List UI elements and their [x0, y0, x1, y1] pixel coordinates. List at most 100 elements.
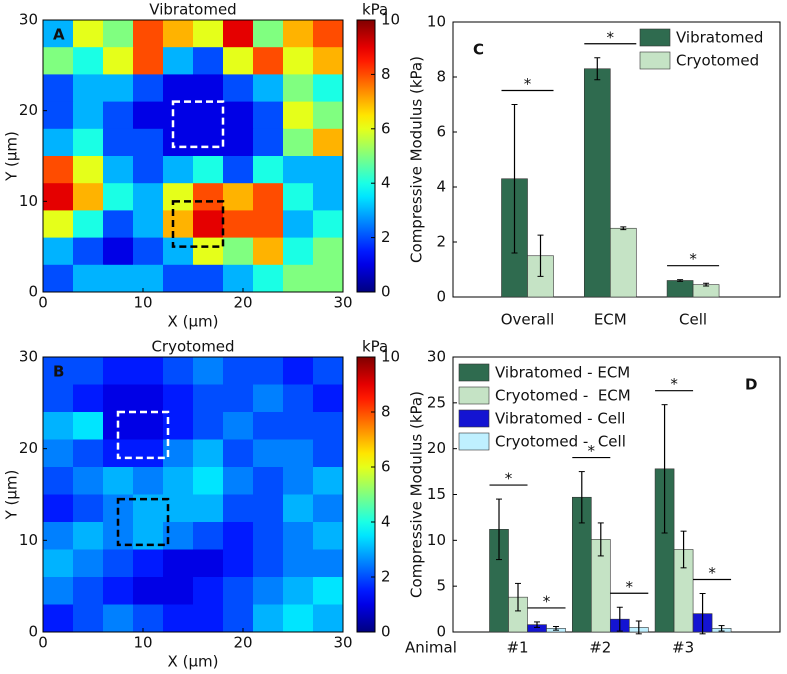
error-bar [677, 279, 684, 282]
panel-label: A [53, 26, 65, 44]
heatmap-cell [223, 210, 254, 239]
heatmap-cell [103, 357, 134, 385]
heatmap-cell [283, 357, 314, 385]
y-tick-label: 10 [427, 13, 446, 31]
heatmap-cell [283, 412, 314, 440]
colorbar-tick-label: 10 [381, 348, 400, 366]
heatmap-cell [223, 384, 254, 413]
heatmap-cell [193, 439, 224, 468]
heatmap-cell [163, 467, 194, 495]
heatmap-cell [163, 384, 194, 413]
heatmap-cell [283, 467, 314, 495]
heatmap-cell [313, 156, 344, 184]
heatmap-cell [313, 467, 344, 495]
legend-swatch [639, 28, 671, 47]
heatmap-cell [193, 74, 224, 103]
heatmap-cell [103, 47, 134, 75]
x-tick-label: 0 [38, 294, 48, 312]
heatmap-cell [223, 522, 254, 550]
heatmap-cell [133, 577, 164, 605]
heatmap-cell [223, 47, 254, 75]
colorbar-tick-label: 6 [381, 458, 391, 476]
error-bar [699, 593, 706, 635]
heatmap-cell [223, 264, 254, 293]
x-tick-label: 20 [233, 294, 252, 312]
heatmap-cell [133, 20, 164, 48]
heatmap-cell [163, 74, 194, 103]
colorbar-tick-label: 4 [381, 174, 391, 192]
heatmap-cell [193, 357, 224, 385]
plot-frame [42, 356, 344, 633]
x-tick-label: 0 [38, 634, 48, 652]
heatmap-cell [223, 156, 254, 184]
heatmap-cell [133, 412, 164, 440]
heatmap-cell [313, 549, 344, 578]
heatmap-cell [73, 357, 104, 385]
legend-label: Vibratomed - ECM [495, 364, 630, 382]
colorbar-tick-label: 10 [381, 11, 400, 29]
heatmap-cell [313, 357, 344, 385]
x-axis-label: X (µm) [168, 653, 219, 671]
bar [583, 68, 611, 298]
heatmap-cell [313, 47, 344, 75]
x-tick-label: Overall [501, 311, 555, 329]
y-tick-label: 0 [28, 283, 38, 301]
heatmap-cell [193, 549, 224, 578]
heatmap-cell [133, 101, 164, 130]
heatmap-cell [223, 183, 254, 211]
heatmap-cell [73, 128, 104, 157]
heatmap-cell [73, 156, 104, 184]
heatmap-cell [163, 577, 194, 605]
error-bar [578, 471, 585, 524]
x-tick-label: 20 [233, 634, 252, 652]
heatmap-cell [73, 20, 104, 48]
plot-frame [42, 19, 344, 293]
x-tick-label: 30 [333, 294, 352, 312]
legend-label: Cryotomed [676, 52, 759, 70]
heatmap-cell [73, 439, 104, 468]
heatmap-cell [193, 156, 224, 184]
heatmap-cell [313, 20, 344, 48]
significance-star: * [524, 75, 532, 93]
heatmap-cell [223, 549, 254, 578]
x-tick-label: Cell [679, 311, 707, 329]
heatmap-cell [103, 467, 134, 495]
heatmap-cell [283, 577, 314, 605]
heatmap-cell [73, 494, 104, 523]
heatmap-cell [133, 237, 164, 266]
error-bar [597, 522, 604, 557]
heatmap-cell [133, 183, 164, 211]
heatmap-cell [43, 494, 74, 523]
x-axis-label: X (µm) [168, 313, 219, 331]
x-tick-label: #1 [506, 639, 528, 657]
heatmap-cell [43, 467, 74, 495]
colorbar-tick-label: 4 [381, 513, 391, 531]
heatmap-cell [223, 128, 254, 157]
heatmap-cell [103, 237, 134, 266]
heatmap-cell [43, 412, 74, 440]
heatmap-cell [313, 74, 344, 103]
heatmap-cell [253, 577, 284, 605]
heatmap-cell [283, 183, 314, 211]
x-tick-label: #3 [672, 639, 694, 657]
y-tick-label: 0 [436, 288, 446, 306]
heatmap-cell [313, 412, 344, 440]
heatmap-cell [253, 604, 284, 633]
heatmap-cell [283, 384, 314, 413]
region-box [116, 410, 170, 460]
x-tick-label: 10 [133, 294, 152, 312]
error-bar [635, 620, 642, 635]
heatmap-cell [253, 494, 284, 523]
panel-label: B [53, 363, 64, 381]
y-tick-label: 25 [427, 393, 446, 411]
heatmap-cell [103, 604, 134, 633]
heatmap-cell [253, 439, 284, 468]
heatmap-cell [253, 384, 284, 413]
heatmap-cell [253, 74, 284, 103]
heatmap-cell [133, 210, 164, 239]
error-bar [661, 404, 668, 534]
heatmap-cell [73, 74, 104, 103]
y-tick-label: 20 [19, 101, 38, 119]
heatmap-cell [163, 101, 194, 130]
